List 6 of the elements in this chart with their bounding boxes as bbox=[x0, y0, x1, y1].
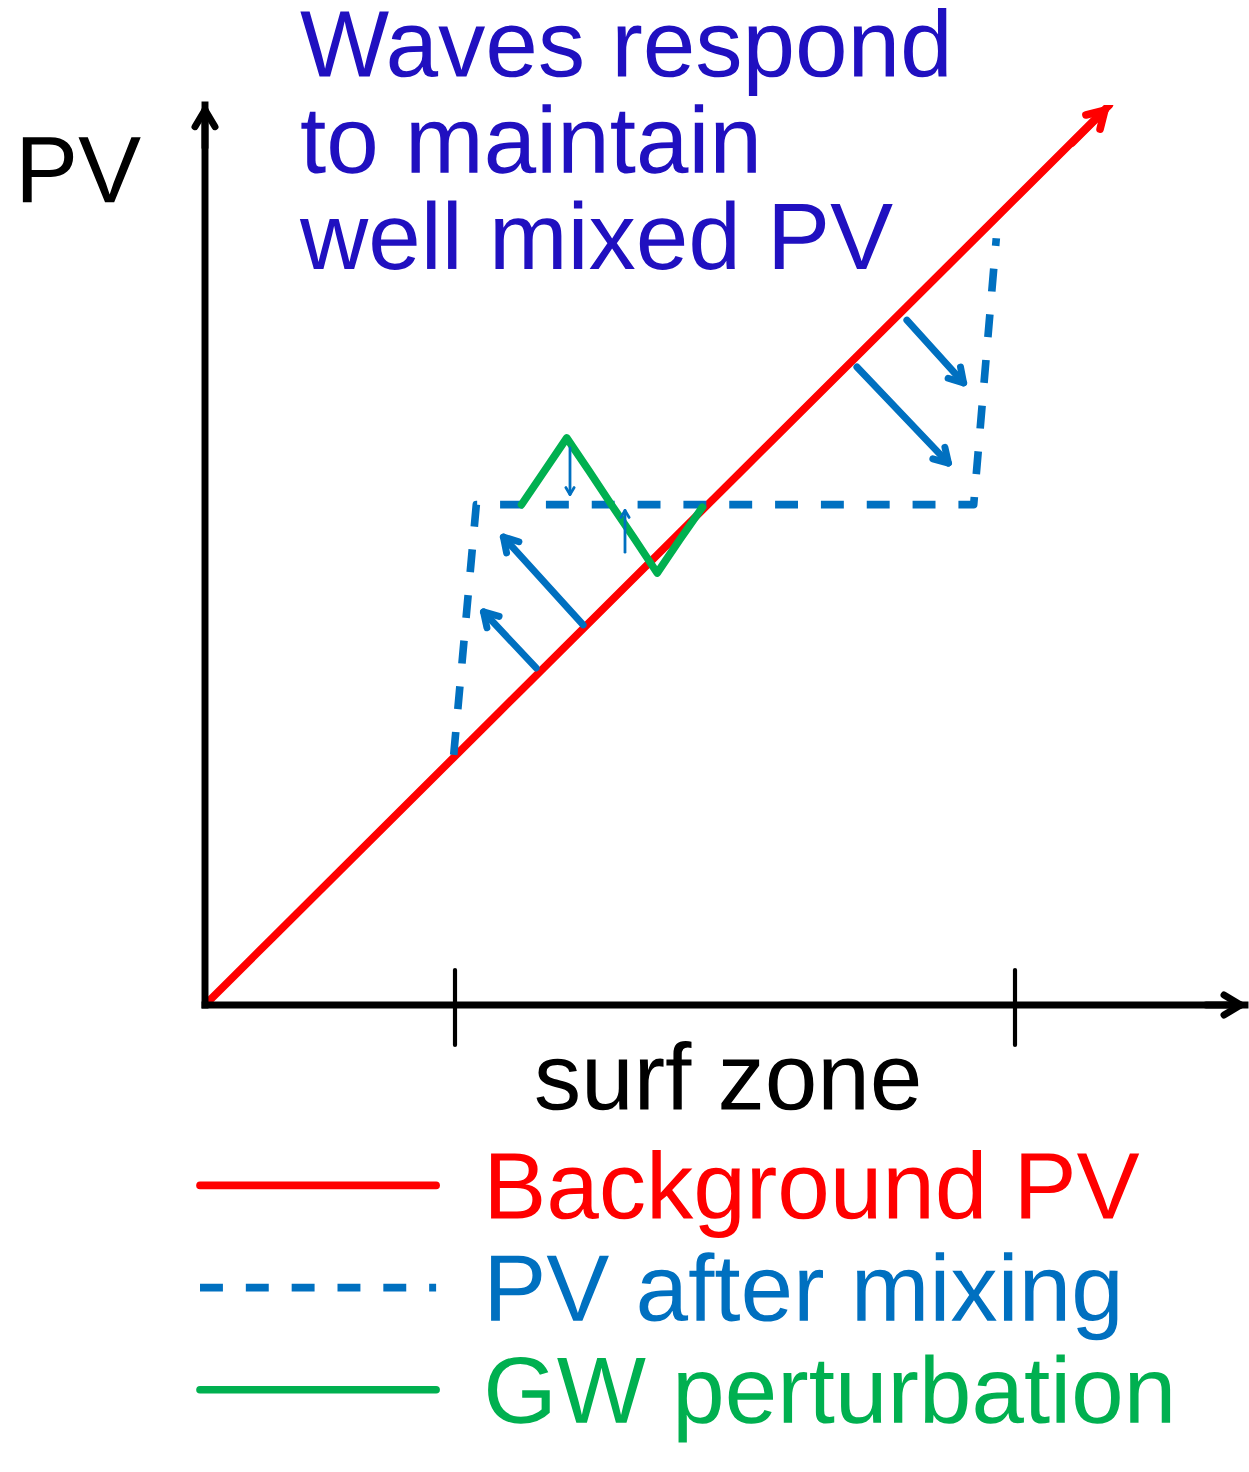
legend-label: Background PV bbox=[491, 1150, 1140, 1239]
legend-label: PV after mixing bbox=[491, 1252, 1118, 1341]
y-axis-title: PV bbox=[22, 137, 141, 203]
x-axis-title: surf zone bbox=[536, 1041, 919, 1111]
legend-label: GW perturbation bbox=[488, 1354, 1171, 1443]
annotation: Waves respond to maintain well mixed PV bbox=[299, 8, 947, 270]
